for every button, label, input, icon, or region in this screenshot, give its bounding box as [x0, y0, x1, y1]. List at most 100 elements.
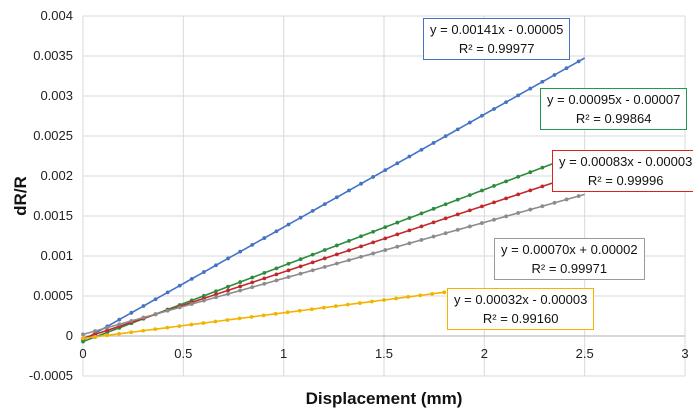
data-point: [298, 215, 303, 220]
data-point: [165, 325, 170, 330]
data-point: [418, 293, 423, 298]
data-point: [225, 318, 230, 322]
data-point: [286, 261, 291, 266]
data-point: [347, 238, 351, 243]
data-point: [262, 271, 267, 275]
data-point: [262, 236, 267, 240]
equation-text: y = 0.00141x - 0.00005: [430, 22, 564, 37]
x-axis-title: Displacement (mm): [306, 389, 463, 408]
x-tick-label: 3: [681, 346, 688, 361]
data-point: [371, 251, 376, 256]
data-point: [165, 308, 170, 313]
data-point: [443, 216, 448, 221]
series-0: [81, 57, 586, 342]
data-point: [226, 256, 230, 261]
data-point: [321, 305, 326, 310]
y-tick-label: 0.004: [40, 8, 73, 23]
data-point: [359, 254, 363, 259]
data-point: [93, 329, 97, 333]
data-point: [443, 231, 448, 236]
data-point: [480, 204, 484, 209]
data-point: [226, 284, 230, 289]
data-point: [371, 240, 376, 245]
data-point: [286, 222, 291, 227]
equation-text: y = 0.00070x + 0.00002: [501, 242, 638, 257]
data-point: [467, 208, 472, 213]
data-point: [528, 170, 533, 175]
data-point: [141, 315, 146, 320]
data-point: [273, 311, 278, 316]
tick-labels: -0.0005 0 0.0005 0.001 0.0015 0.002 0.0025 0.00…: [29, 8, 689, 383]
r-squared-text: R² = 0.99160: [482, 311, 559, 326]
data-point: [540, 204, 545, 209]
data-point: [395, 161, 400, 166]
equation-box-red: y = 0.00083x - 0.00003 R² = 0.99996: [552, 150, 693, 192]
y-tick-label: 0.0005: [33, 288, 73, 303]
data-point: [345, 302, 350, 307]
data-point: [540, 79, 545, 84]
data-point: [370, 299, 374, 304]
data-point: [129, 330, 134, 335]
data-point: [129, 310, 134, 315]
data-point: [165, 290, 170, 295]
data-point: [455, 212, 460, 217]
data-point: [250, 242, 255, 247]
data-series: [81, 57, 586, 344]
x-tick-label: 2: [481, 346, 488, 361]
data-point: [395, 220, 400, 225]
data-point: [431, 234, 436, 239]
data-point: [552, 200, 557, 205]
data-point: [214, 263, 218, 268]
data-point: [274, 278, 279, 283]
data-point: [322, 248, 327, 252]
data-point: [177, 324, 182, 329]
data-point: [310, 268, 315, 273]
data-point: [419, 224, 424, 229]
data-point: [226, 292, 230, 296]
x-tick-label: 1.5: [375, 346, 393, 361]
r-squared-text: R² = 0.99864: [575, 111, 652, 126]
data-point: [419, 147, 424, 152]
data-point: [371, 229, 376, 234]
data-point: [285, 310, 290, 315]
grid-lines: [82, 15, 686, 377]
data-point: [105, 325, 110, 330]
data-point: [528, 207, 533, 212]
data-point: [141, 328, 146, 333]
data-point: [564, 197, 569, 202]
data-point: [347, 258, 351, 263]
data-point: [504, 100, 508, 105]
data-point: [442, 290, 447, 295]
data-point: [407, 216, 412, 220]
data-point: [359, 244, 363, 249]
data-point: [455, 127, 460, 132]
data-point: [298, 257, 303, 262]
data-point: [177, 305, 182, 310]
data-point: [117, 331, 122, 336]
data-point: [516, 211, 521, 215]
data-point: [334, 243, 339, 248]
data-point: [214, 289, 218, 294]
data-point: [141, 304, 146, 308]
data-point: [117, 322, 122, 327]
series-4: [81, 290, 447, 341]
r-squared-text: R² = 0.99971: [531, 261, 608, 276]
data-point: [189, 322, 194, 327]
equation-box-blue: y = 0.00141x - 0.00005 R² = 0.99977: [423, 18, 571, 60]
data-point: [383, 225, 388, 230]
data-point: [394, 296, 398, 301]
data-point: [274, 272, 279, 277]
x-tick-label: 1: [280, 346, 287, 361]
data-point: [431, 141, 436, 145]
data-point: [492, 184, 496, 188]
data-point: [407, 228, 412, 233]
data-point: [201, 298, 206, 303]
x-tick-label: 0: [79, 346, 86, 361]
y-tick-label: 0: [66, 328, 73, 343]
data-point: [322, 256, 327, 261]
data-point: [310, 208, 315, 213]
data-point: [467, 224, 472, 229]
data-point: [504, 196, 508, 201]
x-tick-label: 2.5: [576, 346, 594, 361]
